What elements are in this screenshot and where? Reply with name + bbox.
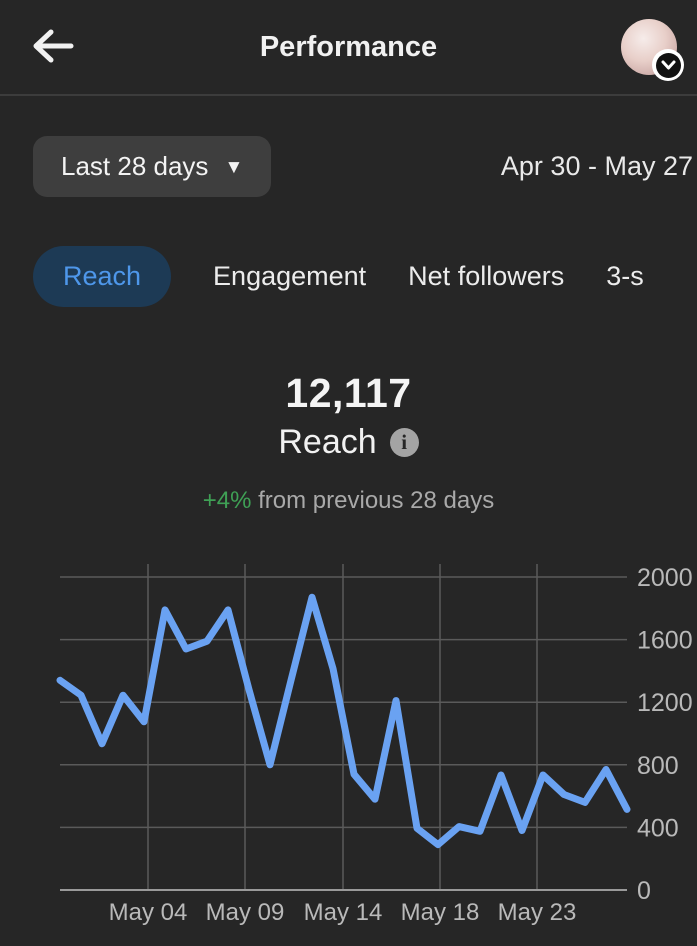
chevron-down-icon: [655, 52, 681, 78]
reach-line-chart: 0 400 800 1200 1600 2000 May 04 May 09 May 14 May…: [56, 564, 693, 926]
date-range-selector[interactable]: Last 28 days ▼: [33, 136, 272, 197]
change-suffix: from previous 28 days: [258, 487, 495, 514]
avatar-chevron-badge: [652, 49, 684, 81]
svg-text:400: 400: [637, 814, 679, 842]
metric-change: +4% from previous 28 days: [0, 487, 697, 515]
metric-summary: 12,117 Reach i +4% from previous 28 days: [0, 369, 697, 515]
metric-tabs: Reach Engagement Net followers 3-s: [0, 245, 697, 307]
svg-text:May 04: May 04: [109, 899, 188, 926]
back-button[interactable]: [26, 21, 78, 73]
info-icon[interactable]: i: [389, 427, 419, 457]
back-arrow-icon: [29, 26, 75, 69]
svg-text:May 14: May 14: [304, 899, 383, 926]
metric-label: Reach: [278, 422, 377, 461]
change-percentage: +4%: [202, 487, 252, 514]
svg-text:1600: 1600: [637, 627, 693, 655]
tab-net-followers[interactable]: Net followers: [408, 260, 565, 291]
page-title: Performance: [259, 30, 438, 63]
svg-text:800: 800: [637, 752, 679, 780]
account-switcher[interactable]: [621, 19, 684, 81]
svg-text:May 23: May 23: [498, 899, 577, 926]
metric-value: 12,117: [285, 370, 412, 416]
svg-text:2000: 2000: [637, 564, 693, 592]
date-range-text: Apr 30 - May 27: [500, 151, 693, 181]
top-bar: Performance: [0, 0, 697, 96]
svg-text:0: 0: [637, 877, 651, 905]
tab-reach[interactable]: Reach: [33, 245, 172, 307]
svg-text:May 09: May 09: [206, 899, 285, 926]
date-range-selector-label: Last 28 days: [61, 151, 209, 181]
tab-engagement[interactable]: Engagement: [213, 260, 367, 291]
tab-3-second-views[interactable]: 3-s: [606, 260, 644, 291]
controls-row: Last 28 days ▼ Apr 30 - May 27: [0, 136, 697, 197]
reach-chart-container: 0 400 800 1200 1600 2000 May 04 May 09 May 14 May…: [0, 552, 697, 946]
svg-text:May 18: May 18: [401, 899, 480, 926]
svg-text:1200: 1200: [637, 689, 693, 717]
caret-down-icon: ▼: [224, 156, 244, 178]
